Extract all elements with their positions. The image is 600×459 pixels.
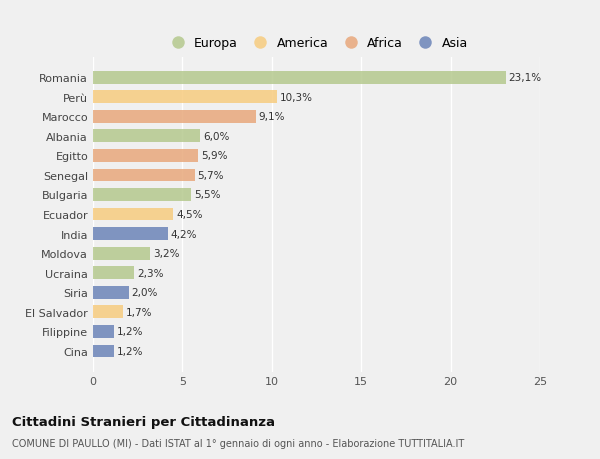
Text: 5,9%: 5,9% (201, 151, 227, 161)
Text: 2,3%: 2,3% (137, 268, 163, 278)
Text: 23,1%: 23,1% (509, 73, 542, 83)
Bar (93, 228, 168, 241)
Text: 1,2%: 1,2% (117, 346, 143, 356)
Text: 6,0%: 6,0% (203, 132, 229, 141)
Bar (93, 247, 150, 260)
Bar (93, 72, 506, 84)
Bar (93, 130, 200, 143)
Bar (93, 306, 124, 319)
Bar (93, 111, 256, 123)
Legend: Europa, America, Africa, Asia: Europa, America, Africa, Asia (160, 32, 473, 55)
Bar (93, 150, 199, 162)
Text: 10,3%: 10,3% (280, 93, 313, 102)
Text: 2,0%: 2,0% (131, 288, 158, 297)
Bar (93, 189, 191, 202)
Text: 1,2%: 1,2% (117, 327, 143, 336)
Text: 3,2%: 3,2% (153, 249, 179, 258)
Bar (93, 208, 173, 221)
Bar (93, 286, 129, 299)
Bar (93, 345, 115, 358)
Text: 4,5%: 4,5% (176, 210, 203, 219)
Bar (93, 169, 195, 182)
Bar (93, 91, 277, 104)
Bar (93, 325, 115, 338)
Text: 5,7%: 5,7% (197, 171, 224, 180)
Text: 4,2%: 4,2% (171, 229, 197, 239)
Bar (93, 267, 134, 280)
Text: Cittadini Stranieri per Cittadinanza: Cittadini Stranieri per Cittadinanza (12, 415, 275, 428)
Text: COMUNE DI PAULLO (MI) - Dati ISTAT al 1° gennaio di ogni anno - Elaborazione TUT: COMUNE DI PAULLO (MI) - Dati ISTAT al 1°… (12, 438, 464, 448)
Text: 5,5%: 5,5% (194, 190, 221, 200)
Text: 1,7%: 1,7% (126, 307, 152, 317)
Text: 9,1%: 9,1% (259, 112, 285, 122)
